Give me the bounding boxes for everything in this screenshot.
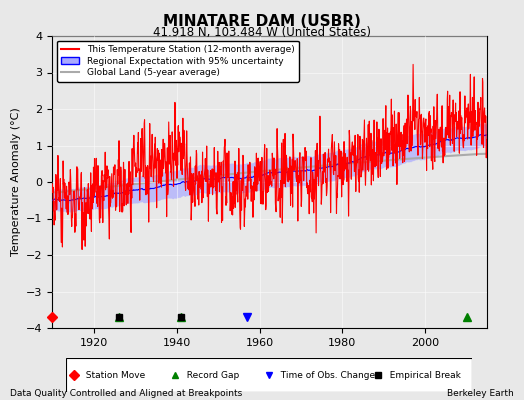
Legend: This Temperature Station (12-month average), Regional Expectation with 95% uncer: This Temperature Station (12-month avera… — [57, 40, 299, 82]
Text: Data Quality Controlled and Aligned at Breakpoints: Data Quality Controlled and Aligned at B… — [10, 389, 243, 398]
Text: MINATARE DAM (USBR): MINATARE DAM (USBR) — [163, 14, 361, 29]
Y-axis label: Temperature Anomaly (°C): Temperature Anomaly (°C) — [10, 108, 20, 256]
Text: Berkeley Earth: Berkeley Earth — [447, 389, 514, 398]
Text: 41.918 N, 103.484 W (United States): 41.918 N, 103.484 W (United States) — [153, 26, 371, 39]
Text: Time of Obs. Change: Time of Obs. Change — [275, 370, 375, 380]
Text: Station Move: Station Move — [80, 370, 145, 380]
Text: Empirical Break: Empirical Break — [384, 370, 461, 380]
Text: Record Gap: Record Gap — [181, 370, 239, 380]
FancyBboxPatch shape — [66, 358, 472, 392]
